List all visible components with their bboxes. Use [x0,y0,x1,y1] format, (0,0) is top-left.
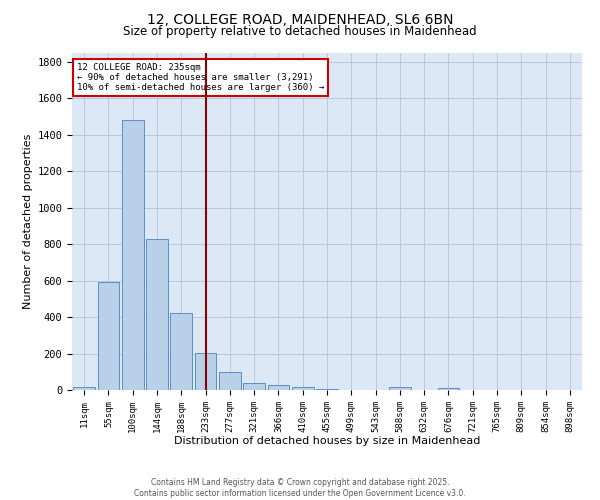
Text: 12 COLLEGE ROAD: 235sqm
← 90% of detached houses are smaller (3,291)
10% of semi: 12 COLLEGE ROAD: 235sqm ← 90% of detache… [77,62,325,92]
Text: Contains HM Land Registry data © Crown copyright and database right 2025.
Contai: Contains HM Land Registry data © Crown c… [134,478,466,498]
Bar [219,372,241,390]
Bar [389,388,411,390]
Bar [97,282,119,390]
Bar [146,238,168,390]
Bar [268,385,289,390]
Bar [73,388,95,390]
Text: Size of property relative to detached houses in Maidenhead: Size of property relative to detached ho… [123,25,477,38]
Bar [194,352,217,390]
Y-axis label: Number of detached properties: Number of detached properties [23,134,33,309]
Bar [170,314,192,390]
X-axis label: Distribution of detached houses by size in Maidenhead: Distribution of detached houses by size … [174,436,480,446]
Bar [243,383,265,390]
Text: 12, COLLEGE ROAD, MAIDENHEAD, SL6 6BN: 12, COLLEGE ROAD, MAIDENHEAD, SL6 6BN [147,12,453,26]
Bar [316,388,338,390]
Bar [122,120,143,390]
Bar [292,386,314,390]
Bar [437,388,460,390]
